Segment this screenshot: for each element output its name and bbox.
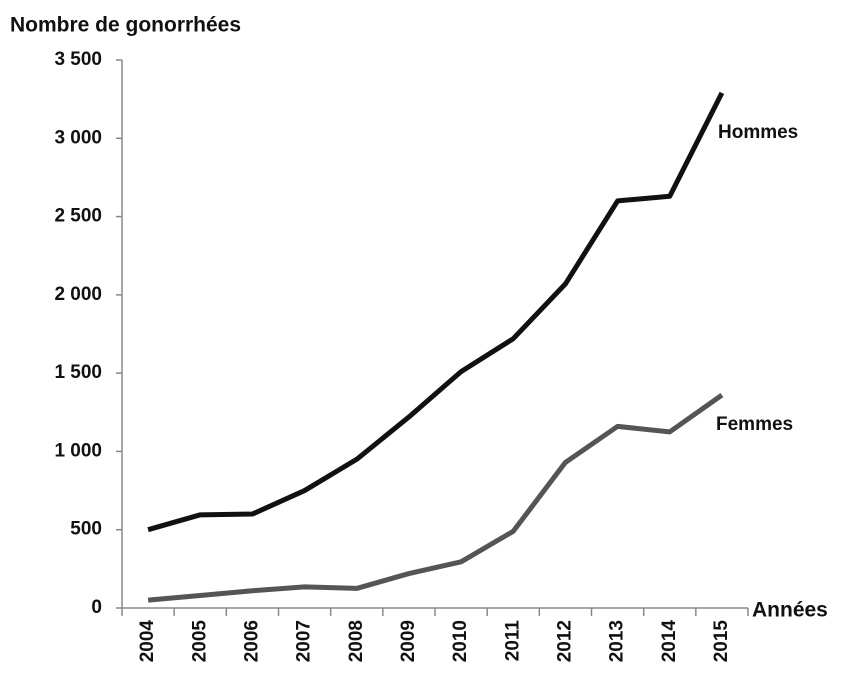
x-tick-label: 2010: [450, 620, 471, 662]
x-tick-label: 2006: [241, 620, 262, 662]
y-tick-label: 0: [91, 597, 102, 618]
series-label: Femmes: [716, 414, 793, 435]
x-tick-label: 2015: [711, 620, 732, 663]
y-tick-label: 2 500: [54, 206, 102, 227]
y-tick-label: 500: [70, 519, 102, 540]
y-tick-label: 2 000: [54, 284, 102, 305]
x-tick-label: 2008: [346, 620, 367, 662]
y-tick-label: 3 000: [54, 127, 102, 148]
chart-title: Nombre de gonorrhées: [10, 14, 241, 37]
x-axis-label: Années: [752, 599, 828, 622]
x-tick-label: 2014: [659, 620, 680, 663]
line: [147, 393, 724, 603]
x-tick-label: 2013: [607, 620, 628, 662]
y-tick-label: 1 500: [54, 362, 102, 383]
line: [147, 91, 725, 533]
x-tick-label: 2004: [137, 620, 158, 663]
y-tick-label: 1 000: [54, 440, 102, 461]
series-label: Hommes: [718, 122, 798, 143]
x-tick-label: 2005: [189, 620, 210, 663]
y-tick-label: 3 500: [54, 49, 102, 70]
x-tick-label: 2007: [294, 620, 315, 662]
x-tick-label: 2012: [554, 620, 575, 662]
x-tick-label: 2011: [502, 620, 523, 662]
x-tick-label: 2009: [398, 620, 419, 662]
